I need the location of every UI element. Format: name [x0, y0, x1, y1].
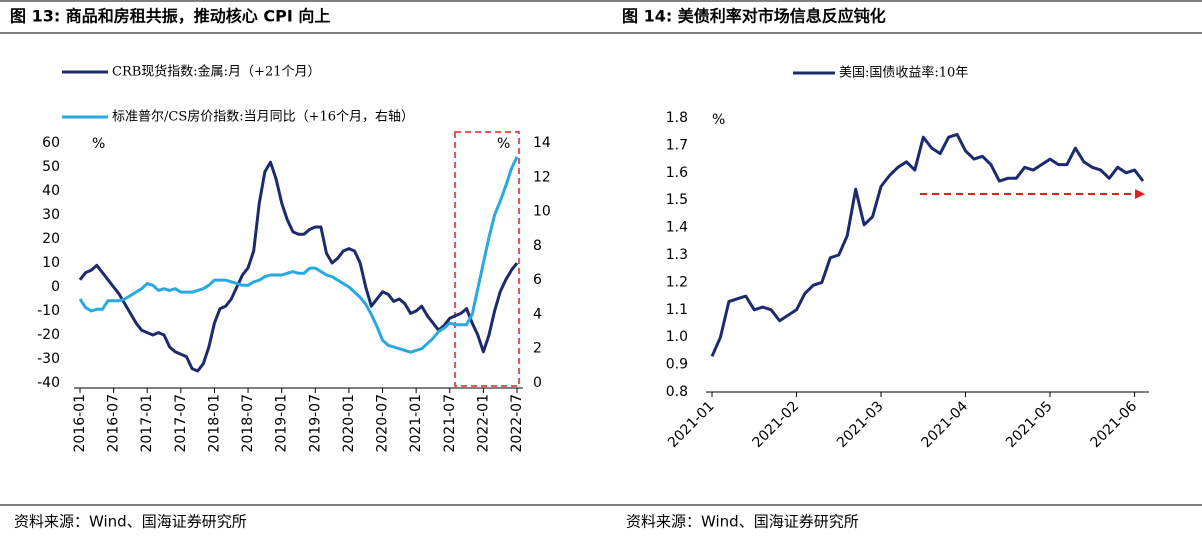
x-tick-label: 2021-07 [442, 394, 458, 453]
y-tick-label: 1.3 [666, 247, 688, 263]
y-tick-label: 10 [42, 255, 60, 271]
series-line [710, 132, 1145, 357]
legend-label: CRB现货指数:金属:月（+21个月） [112, 64, 320, 80]
series-line [78, 156, 519, 354]
x-tick-label: 2021-04 [919, 398, 972, 451]
x-tick-label: 2020-01 [341, 394, 357, 453]
x-tick-label: 2021-03 [834, 398, 887, 451]
x-tick-label: 2017-07 [173, 394, 189, 453]
y-unit: % [712, 112, 725, 128]
y2-tick-label: 12 [533, 169, 551, 185]
x-tick-label: 2017-01 [139, 394, 155, 453]
x-tick-label: 2021-05 [1003, 398, 1056, 451]
x-tick-label: 2022-07 [509, 394, 525, 453]
y2-tick-label: 14 [533, 135, 551, 151]
highlight-box [454, 131, 520, 387]
y-tick-label: 0.9 [666, 357, 688, 373]
x-tick-label: 2021-01 [408, 394, 424, 453]
y-tick-label: 1.4 [666, 220, 688, 236]
chart-title: 图 14: 美债利率对市场信息反应钝化 [622, 7, 886, 26]
x-tick-label: 2022-01 [475, 394, 491, 453]
y2-tick-label: 2 [533, 341, 542, 357]
y-tick-label: 1.1 [666, 302, 688, 318]
y-tick-label: 1.2 [666, 274, 688, 290]
y-tick-label: -30 [37, 351, 60, 367]
y-tick-label: -10 [37, 303, 60, 319]
x-tick-label: 2020-07 [375, 394, 391, 453]
y-tick-label: 30 [42, 207, 60, 223]
y-tick-label: 1.8 [666, 110, 688, 126]
y2-tick-label: 0 [533, 375, 542, 391]
y2-tick-label: 6 [533, 272, 542, 288]
source: 资料来源：Wind、国海证券研究所 [626, 513, 859, 531]
y-tick-label: 0 [51, 279, 60, 295]
y-tick-label: -20 [37, 327, 60, 343]
y2-tick-label: 4 [533, 306, 542, 322]
legend-label: 美国:国债收益率:10年 [839, 65, 968, 81]
y-tick-label: 1.0 [666, 329, 688, 345]
y-tick-label: 0.8 [666, 384, 688, 400]
x-tick-label: 2019-01 [274, 394, 290, 453]
x-tick-label: 2016-07 [106, 394, 122, 453]
y2-unit: % [497, 136, 510, 152]
x-tick-label: 2019-07 [307, 394, 323, 453]
source: 资料来源：Wind、国海证券研究所 [14, 513, 247, 531]
series-line [78, 160, 519, 373]
x-tick-label: 2021-02 [749, 398, 802, 451]
y-tick-label: -40 [37, 375, 60, 391]
y-tick-label: 1.5 [666, 192, 688, 208]
x-tick-label: 2018-07 [240, 394, 256, 453]
x-tick-label: 2016-01 [72, 394, 88, 453]
legend-label: 标准普尔/CS房价指数:当月同比（+16个月，右轴） [112, 109, 414, 125]
y-unit: % [92, 136, 105, 152]
y2-tick-label: 10 [533, 204, 551, 220]
y-tick-label: 1.6 [666, 165, 688, 181]
x-tick-label: 2018-01 [206, 394, 222, 453]
y-tick-label: 20 [42, 231, 60, 247]
y-tick-label: 40 [42, 183, 60, 199]
chart-title: 图 13: 商品和房租共振，推动核心 CPI 向上 [10, 7, 330, 26]
y-tick-label: 1.7 [666, 137, 688, 153]
x-tick-label: 2021-06 [1088, 398, 1141, 451]
y-tick-label: 60 [42, 135, 60, 151]
x-tick-label: 2021-01 [665, 398, 718, 451]
y2-tick-label: 8 [533, 238, 542, 254]
y-tick-label: 50 [42, 159, 60, 175]
